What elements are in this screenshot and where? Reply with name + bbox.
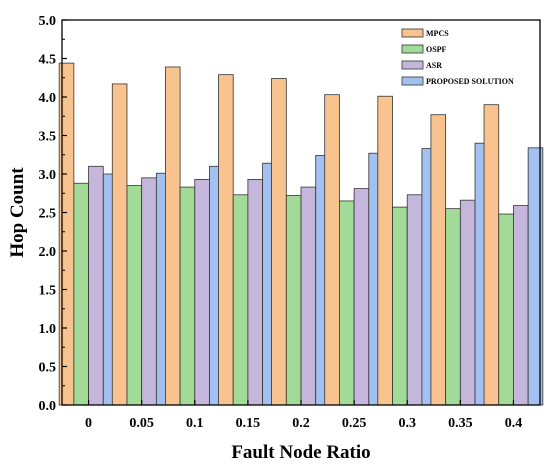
bar-mpcs-0.1: [164, 66, 181, 406]
x-tick-label: 0.25: [342, 416, 367, 431]
y-tick-label: 3.0: [39, 168, 57, 183]
x-axis-title: Fault Node Ratio: [231, 442, 370, 463]
legend-label-mpcs: MPCS: [426, 29, 449, 38]
bar-mpcs-0.4: [483, 104, 500, 406]
bar-mpcs-0.35: [430, 114, 447, 406]
bar-ospf-0.05: [126, 185, 143, 406]
bar-asr-0.35: [459, 199, 476, 406]
y-axis-title: Hop Count: [7, 167, 28, 258]
bar-mpcs-0.05: [111, 83, 128, 406]
bar-ospf-0.2: [285, 195, 302, 406]
legend-swatch-asr: [401, 60, 424, 70]
bar-ospf-0.35: [445, 208, 461, 406]
bar-ospf-0.4: [498, 213, 514, 406]
y-tick-label: 2.0: [39, 245, 57, 260]
bar-asr-0: [88, 165, 104, 406]
bar-ospf-0: [73, 182, 89, 406]
bar-mpcs-0.2: [271, 78, 287, 406]
bar-asr-0.05: [141, 177, 157, 406]
y-tick-label: 1.0: [39, 322, 57, 337]
bar-mpcs-0.25: [324, 94, 340, 406]
x-tick-label: 0: [85, 416, 92, 431]
y-tick-label: 2.5: [39, 207, 57, 222]
bar-asr-0.4: [513, 205, 529, 406]
bar-asr-0.1: [194, 178, 210, 406]
legend-swatch-proposed-solution: [401, 76, 424, 86]
y-tick-label: 4.0: [39, 91, 57, 106]
x-tick-label: 0.15: [236, 416, 261, 431]
legend-label-asr: ASR: [426, 61, 442, 70]
bar-asr-0.15: [247, 178, 263, 406]
y-tick-label: 5.0: [39, 14, 57, 29]
bar-asr-0.25: [353, 188, 370, 406]
bar-mpcs-0.3: [377, 95, 393, 406]
legend-label-proposed-solution: PROPOSED SOLUTION: [426, 77, 514, 86]
legend-swatch-ospf: [401, 44, 424, 54]
bar-asr-0.3: [406, 194, 423, 406]
x-tick-label: 0.05: [129, 416, 154, 431]
x-tick-label: 0.2: [292, 416, 310, 431]
bar-ospf-0.3: [392, 206, 408, 406]
y-tick-label: 1.5: [39, 284, 57, 299]
legend-label-ospf: OSPF: [426, 45, 447, 54]
x-tick-label: 0.35: [448, 416, 473, 431]
x-tick-label: 0.3: [398, 416, 416, 431]
y-tick-label: 0.0: [39, 399, 57, 414]
bars-layer: [58, 62, 544, 406]
x-tick-label: 0.4: [505, 416, 523, 431]
bar-ospf-0.15: [232, 194, 249, 406]
y-tick-label: 4.5: [39, 53, 57, 68]
y-tick-label: 0.5: [39, 361, 57, 376]
legend: MPCS OSPF ASR PROPOSED SOLUTION: [401, 28, 514, 86]
bar-mpcs-0.15: [218, 74, 234, 406]
bar-ospf-0.25: [339, 200, 355, 406]
x-tick-label: 0.1: [186, 416, 204, 431]
bar-ospf-0.1: [179, 186, 196, 406]
axes-layer: 0.0 0.5 1.0 1.5 2.0 2.5 3.0 3.5 4.0 4.5 5.0 0 0.05 0.…: [39, 14, 523, 431]
bar-asr-0.2: [300, 186, 317, 406]
legend-swatch-mpcs: [401, 28, 424, 38]
y-tick-label: 3.5: [39, 130, 57, 145]
